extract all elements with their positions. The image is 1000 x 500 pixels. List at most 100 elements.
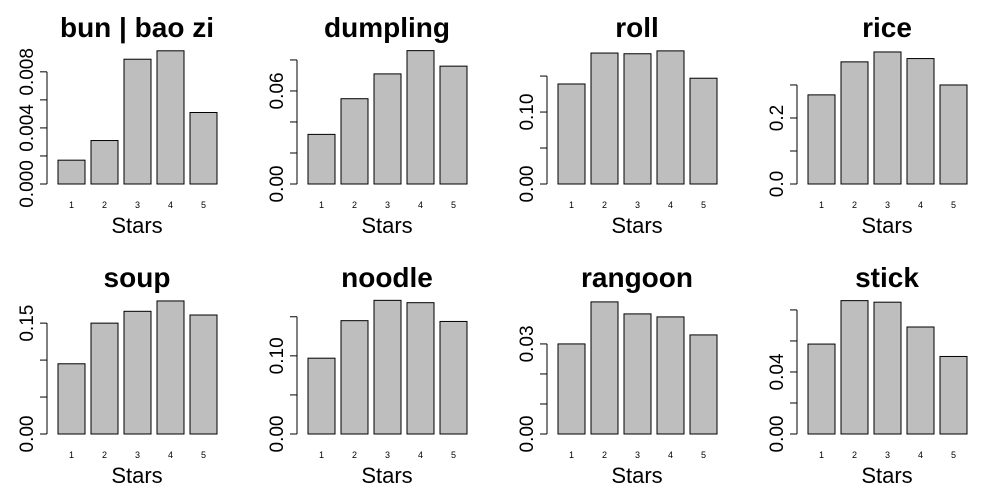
bar <box>90 322 119 435</box>
bar <box>557 83 586 185</box>
bar <box>689 77 718 185</box>
bar <box>590 52 619 185</box>
panel-title: roll <box>615 12 659 43</box>
bar <box>373 73 402 185</box>
x-axis-label: Stars <box>111 213 162 238</box>
bar <box>189 111 218 185</box>
panel-title: dumpling <box>324 12 450 43</box>
y-tick-label: 0.10 <box>267 337 288 374</box>
bar <box>439 320 468 435</box>
panel: roll Stars 0.00 0.10 1 2 3 4 5 <box>517 12 718 238</box>
y-tick-label: 0.00 <box>517 166 538 203</box>
bar <box>307 357 336 435</box>
bar <box>840 61 869 185</box>
x-tick-label: 2 <box>102 200 107 210</box>
y-tick-label: 0.008 <box>17 48 38 96</box>
bar <box>57 363 86 435</box>
x-tick-label: 4 <box>918 200 923 210</box>
x-tick-label: 3 <box>385 450 390 460</box>
x-tick-label: 1 <box>69 450 74 460</box>
panel-title: noodle <box>341 262 433 293</box>
bar <box>156 300 185 435</box>
x-axis-label: Stars <box>611 463 662 488</box>
y-tick-label: 0.2 <box>767 105 788 131</box>
bar <box>123 310 152 435</box>
bar <box>439 65 468 185</box>
x-tick-label: 5 <box>201 200 206 210</box>
x-tick-label: 1 <box>819 450 824 460</box>
x-tick-label: 2 <box>602 450 607 460</box>
bar <box>656 316 685 435</box>
y-tick-label: 0.004 <box>17 104 38 152</box>
x-tick-label: 5 <box>701 200 706 210</box>
x-tick-label: 5 <box>451 200 456 210</box>
panel: dumpling Stars 0.00 0.06 1 2 3 4 5 <box>267 12 468 238</box>
bar <box>90 140 119 185</box>
bar <box>557 343 586 435</box>
panel-title: rice <box>862 12 912 43</box>
bar <box>656 50 685 185</box>
bar <box>939 355 968 435</box>
x-tick-label: 3 <box>385 200 390 210</box>
x-tick-label: 1 <box>819 200 824 210</box>
y-tick-label: 0.04 <box>767 353 788 390</box>
y-tick-label: 0.00 <box>267 166 288 203</box>
bar <box>906 58 935 185</box>
x-tick-label: 2 <box>352 200 357 210</box>
x-tick-label: 3 <box>135 450 140 460</box>
bar <box>156 50 185 185</box>
panel: rangoon Stars 0.00 0.03 1 2 3 4 5 <box>517 262 718 488</box>
x-tick-label: 3 <box>885 450 890 460</box>
bar <box>840 300 869 435</box>
bar <box>373 299 402 435</box>
x-tick-label: 1 <box>319 450 324 460</box>
x-axis-label: Stars <box>361 463 412 488</box>
x-tick-label: 3 <box>135 200 140 210</box>
x-tick-label: 5 <box>951 450 956 460</box>
x-tick-label: 1 <box>319 200 324 210</box>
bar <box>340 320 369 435</box>
x-axis-label: Stars <box>861 463 912 488</box>
bar <box>807 343 836 435</box>
x-tick-label: 4 <box>668 450 673 460</box>
y-tick-label: 0.0 <box>767 171 788 197</box>
bar <box>873 301 902 435</box>
x-axis-label: Stars <box>611 213 662 238</box>
x-tick-label: 1 <box>569 200 574 210</box>
y-tick-label: 0.00 <box>267 416 288 453</box>
bar <box>340 98 369 185</box>
bar <box>189 314 218 435</box>
x-tick-label: 3 <box>885 200 890 210</box>
panel: noodle Stars 0.00 0.10 1 2 3 4 5 <box>267 262 468 488</box>
x-axis-label: Stars <box>861 213 912 238</box>
bar <box>873 51 902 185</box>
bar <box>590 301 619 435</box>
bar <box>623 53 652 185</box>
x-tick-label: 3 <box>635 450 640 460</box>
x-tick-label: 4 <box>168 450 173 460</box>
x-tick-label: 5 <box>951 200 956 210</box>
y-tick-label: 0.03 <box>517 325 538 362</box>
x-tick-label: 1 <box>569 450 574 460</box>
x-tick-label: 4 <box>668 200 673 210</box>
panel-title: rangoon <box>581 262 693 293</box>
bar <box>623 313 652 435</box>
bar <box>906 326 935 435</box>
y-tick-label: 0.00 <box>17 416 38 453</box>
y-tick-label: 0.06 <box>267 72 288 109</box>
bar <box>939 84 968 185</box>
x-tick-label: 2 <box>852 200 857 210</box>
y-tick-label: 0.15 <box>17 305 38 342</box>
panel: bun | bao zi Stars 0.000 0.004 0.008 1 2 3 4 5 <box>17 12 218 238</box>
y-tick-label: 0.00 <box>517 416 538 453</box>
y-tick-label: 0.10 <box>517 94 538 131</box>
panel-title: stick <box>855 262 919 293</box>
panel-title: bun | bao zi <box>60 12 214 43</box>
panel: rice Stars 0.0 0.2 1 2 3 4 5 <box>767 12 968 238</box>
x-tick-label: 3 <box>635 200 640 210</box>
panel-title: soup <box>104 262 171 293</box>
x-tick-label: 2 <box>852 450 857 460</box>
x-tick-label: 5 <box>451 450 456 460</box>
bar <box>406 50 435 185</box>
